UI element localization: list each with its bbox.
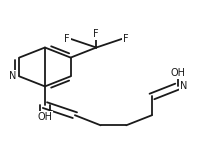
Text: N: N <box>9 71 17 81</box>
Text: N: N <box>180 81 187 91</box>
Text: OH: OH <box>170 68 185 78</box>
Text: F: F <box>94 29 99 39</box>
Text: F: F <box>123 34 129 44</box>
Text: OH: OH <box>37 112 52 122</box>
Text: F: F <box>64 34 70 44</box>
